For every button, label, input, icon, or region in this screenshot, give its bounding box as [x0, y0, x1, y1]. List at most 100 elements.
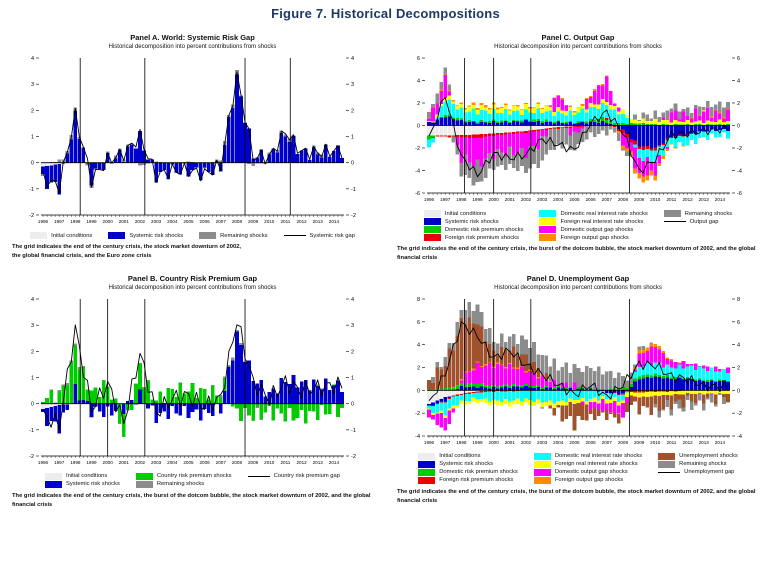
legend-label: Foreign output gap shocks	[554, 477, 624, 484]
legend-label: Unemployment gap	[684, 469, 735, 476]
legend-color-swatch	[45, 480, 63, 488]
svg-text:0: 0	[416, 124, 419, 130]
panel-c-subtitle: Historical decomposition into percent co…	[494, 44, 662, 50]
legend-line-swatch	[283, 235, 306, 236]
svg-text:-4: -4	[737, 434, 742, 440]
legend-color-swatch	[423, 210, 441, 217]
svg-text:2: 2	[31, 108, 34, 114]
svg-text:-1: -1	[29, 187, 34, 193]
svg-text:2013: 2013	[698, 440, 709, 445]
panel-c-caption: The grid indicates the end of the centur…	[397, 246, 756, 262]
legend-label: Initial conditions	[66, 473, 108, 480]
legend-color-swatch	[533, 476, 551, 484]
svg-text:2003: 2003	[537, 440, 548, 445]
svg-text:1996: 1996	[38, 219, 49, 224]
svg-text:2001: 2001	[119, 219, 130, 224]
legend-color-swatch	[418, 468, 436, 476]
legend-color-swatch	[135, 472, 153, 480]
svg-text:-4: -4	[415, 434, 420, 440]
svg-text:1997: 1997	[54, 460, 65, 465]
svg-text:-1: -1	[351, 427, 356, 433]
svg-text:-2: -2	[415, 146, 420, 152]
svg-text:3: 3	[351, 323, 354, 329]
panel-d-title: Panel D. Unemployment Gap	[526, 273, 630, 283]
svg-text:1998: 1998	[70, 219, 81, 224]
svg-text:2006: 2006	[200, 219, 211, 224]
svg-text:2001: 2001	[504, 197, 515, 202]
legend-label: Initial conditions	[444, 210, 487, 217]
legend-item: Foreign real interest rate shocks	[533, 460, 642, 468]
panel-c: Panel C. Output Gap Historical decomposi…	[385, 33, 771, 264]
legend-item: Domestic risk premium shocks	[418, 468, 518, 476]
legend-item: Foreign real interest rate shocks	[539, 218, 647, 225]
legend-item: Systemic risk shocks	[423, 218, 524, 225]
legend-item: Country risk premium shocks	[135, 472, 232, 480]
legend-label: Remaining shocks	[684, 210, 733, 217]
svg-text:0: 0	[416, 388, 419, 394]
svg-text:2005: 2005	[569, 197, 580, 202]
panel-b-subtitle: Historical decomposition into percent co…	[108, 284, 277, 291]
svg-text:2008: 2008	[617, 197, 628, 202]
panel-c-chart: 1996 1997 1998 1999 2000 2001 2002 2003 2004 2005…	[415, 56, 742, 202]
legend-color-swatch	[539, 234, 557, 241]
svg-text:0: 0	[351, 401, 354, 407]
svg-text:8: 8	[737, 297, 740, 303]
legend-color-swatch	[30, 232, 48, 239]
svg-text:2003: 2003	[537, 197, 548, 202]
svg-text:2002: 2002	[520, 197, 531, 202]
panel-a-subtitle: Historical decomposition into percent co…	[108, 44, 277, 50]
legend-item: Domestic risk premium shocks	[423, 226, 523, 233]
legend-label: Foreign real interest rate shocks	[560, 218, 644, 225]
panel-grid: Panel A. World: Systemic Risk Gap Histor…	[0, 33, 771, 510]
svg-text:2007: 2007	[601, 197, 612, 202]
panel-d: Panel D. Unemployment Gap Historical dec…	[385, 274, 771, 511]
svg-text:0: 0	[737, 124, 740, 130]
svg-text:4: 4	[737, 79, 740, 85]
svg-text:2014: 2014	[714, 440, 725, 445]
svg-text:1996: 1996	[423, 440, 434, 445]
legend-item: Country risk premium gap	[247, 473, 340, 480]
svg-text:4: 4	[351, 56, 354, 62]
svg-text:1997: 1997	[440, 197, 451, 202]
svg-text:6: 6	[737, 56, 740, 62]
legend-label: Systemic risk shocks	[129, 232, 184, 239]
panel-b-chart: 1996 1997 1998 1999 2000 2001 2002 2003 2004 2005…	[29, 297, 356, 465]
legend-label: Foreign risk premium shocks	[444, 234, 519, 241]
svg-text:1999: 1999	[86, 460, 97, 465]
svg-text:2010: 2010	[264, 219, 275, 224]
svg-text:1997: 1997	[54, 219, 65, 224]
legend-color-swatch	[663, 210, 681, 217]
svg-text:1996: 1996	[38, 460, 49, 465]
svg-text:2004: 2004	[167, 219, 178, 224]
svg-text:2007: 2007	[601, 440, 612, 445]
svg-text:1: 1	[351, 135, 354, 141]
legend-label: Foreign real interest rate shocks	[554, 461, 638, 468]
svg-text:3: 3	[351, 82, 354, 88]
svg-text:2006: 2006	[585, 440, 596, 445]
legend-item: Remaining shocks	[658, 460, 738, 468]
legend-label: Country risk premium gap	[273, 473, 340, 480]
svg-text:2011: 2011	[666, 440, 676, 445]
svg-text:2013: 2013	[313, 460, 324, 465]
legend-color-swatch	[135, 480, 153, 488]
legend-color-swatch	[418, 476, 436, 484]
legend-item: Output gap	[663, 218, 732, 225]
legend-item: Foreign risk premium shocks	[423, 234, 524, 241]
legend-item: Domestic real interest rate shocks	[533, 452, 642, 460]
panel-b: Panel B. Country Risk Premium Gap Histor…	[0, 274, 385, 511]
legend-item: Remaining shocks	[663, 210, 733, 217]
legend-label: Domestic risk premium shocks	[439, 469, 518, 476]
panel-d-legend: Initial conditions Systemic risk shocks Do…	[418, 452, 738, 484]
svg-text:2005: 2005	[183, 219, 194, 224]
legend-item: Unemployment gap	[658, 469, 738, 476]
legend-item: Initial conditions	[30, 232, 92, 239]
svg-text:2: 2	[351, 349, 354, 355]
legend-color-swatch	[539, 226, 557, 233]
svg-text:2005: 2005	[569, 440, 580, 445]
legend-label: Output gap	[689, 218, 719, 225]
legend-item: Systemic risk shocks	[45, 480, 120, 488]
svg-text:2006: 2006	[585, 197, 596, 202]
svg-text:4: 4	[31, 297, 34, 303]
svg-text:2: 2	[416, 101, 419, 107]
svg-text:2009: 2009	[248, 219, 259, 224]
